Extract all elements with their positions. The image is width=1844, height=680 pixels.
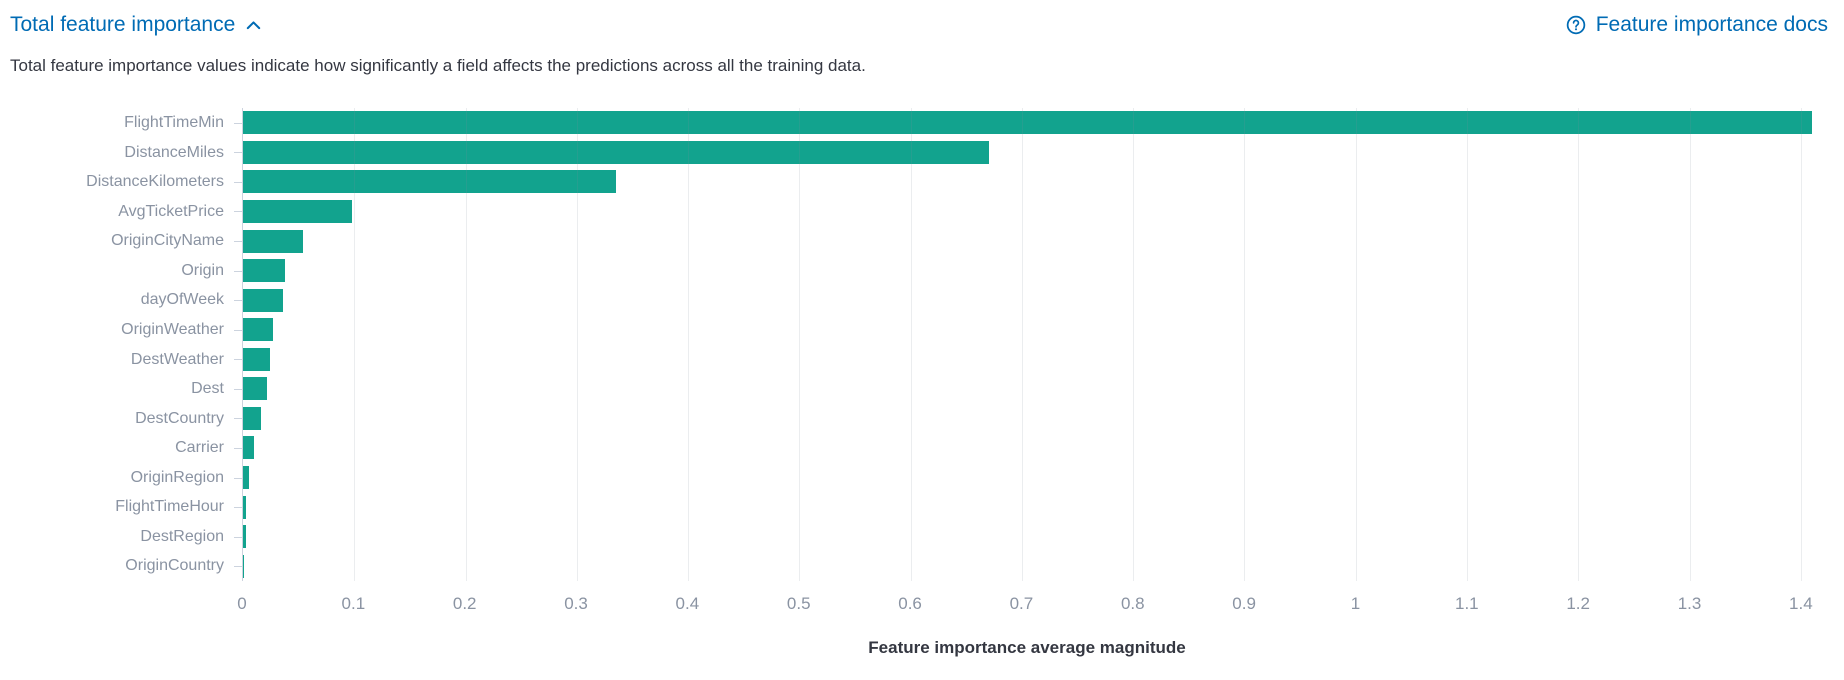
y-axis-tick	[234, 329, 242, 331]
x-axis-tick-label: 1	[1350, 594, 1361, 613]
x-axis: 0 0.1 0.2 0.3 0.4 0.5 0.6 0.7 0.8 0.9 1 1.1 1.2 1.3 1.…	[237, 594, 1813, 620]
y-axis-tick	[234, 300, 242, 302]
chart-bar[interactable]	[243, 347, 270, 371]
x-axis-tick-label: 0.9	[1232, 594, 1256, 613]
y-axis-label: OriginWeather	[121, 320, 224, 338]
panel-description: Total feature importance values indicate…	[10, 56, 866, 75]
chart-bar[interactable]	[243, 229, 304, 253]
x-axis-title: Feature importance average magnitude	[868, 638, 1186, 657]
chart-bar[interactable]	[243, 436, 255, 460]
feature-importance-bar-chart: FlightTimeMin DistanceMiles DistanceKilome…	[10, 108, 1828, 670]
x-axis-tick-label: 0.5	[786, 594, 811, 613]
chart-bar[interactable]	[243, 554, 244, 578]
y-axis-label: FlightTimeHour	[115, 498, 224, 516]
y-axis-tick	[234, 359, 242, 361]
y-axis-tick	[234, 418, 242, 420]
x-axis-tick-label: 0.1	[341, 594, 366, 613]
docs-link-label: Feature importance docs	[1595, 13, 1828, 36]
y-axis-tick	[234, 536, 242, 538]
chart-bar[interactable]	[243, 466, 249, 490]
y-axis-label: Dest	[191, 380, 224, 398]
chart-bar[interactable]	[243, 140, 989, 164]
x-axis-tick-label: 0.4	[675, 594, 700, 613]
x-axis-tick-label: 0.8	[1120, 594, 1145, 613]
help-circle-icon	[1565, 14, 1587, 36]
y-axis-label: OriginCityName	[111, 232, 224, 250]
gridline	[688, 108, 690, 581]
y-axis-label: OriginRegion	[130, 468, 224, 486]
gridline	[910, 108, 912, 581]
y-axis: FlightTimeMin DistanceMiles DistanceKilome…	[10, 108, 242, 581]
gridline	[576, 108, 578, 581]
y-axis-tick	[234, 241, 242, 243]
chart-bar[interactable]	[243, 288, 284, 312]
y-axis-label: DistanceKilometers	[86, 173, 224, 191]
y-axis-tick	[234, 447, 242, 449]
y-axis-tick	[234, 122, 242, 124]
gridline	[1133, 108, 1135, 581]
y-axis-label: Origin	[181, 261, 224, 279]
gridline	[1467, 108, 1469, 581]
x-axis-tick-label: 0.3	[564, 594, 588, 613]
panel-header: Total feature importance Feature importa…	[10, 8, 1828, 42]
chart-bar[interactable]	[243, 495, 247, 519]
gridline	[465, 108, 467, 581]
chart-bar[interactable]	[243, 170, 616, 194]
chart-bar[interactable]	[243, 111, 1812, 135]
y-axis-label: DistanceMiles	[124, 143, 224, 161]
x-axis-tick-label: 0.7	[1009, 594, 1034, 613]
x-axis-tick-label: 1.3	[1677, 594, 1702, 613]
x-axis-tick-label: 1.4	[1789, 594, 1813, 613]
section-title: Total feature importance	[10, 13, 236, 36]
y-axis-label: DestWeather	[130, 350, 224, 368]
y-axis-label: DestRegion	[140, 527, 224, 545]
gridline	[1578, 108, 1580, 581]
gridline	[799, 108, 801, 581]
y-axis-label: AvgTicketPrice	[118, 202, 224, 220]
chart-bar[interactable]	[243, 377, 268, 401]
x-axis-tick-label: 0	[237, 594, 247, 613]
y-axis-label: OriginCountry	[125, 557, 224, 575]
gridline	[354, 108, 356, 581]
y-axis-tick	[234, 507, 242, 509]
y-axis-label: DestCountry	[135, 409, 224, 427]
chart-bar[interactable]	[243, 318, 274, 342]
gridline	[1355, 108, 1357, 581]
chart-bar[interactable]	[243, 199, 353, 223]
chart-bar[interactable]	[243, 259, 286, 283]
gridline	[1689, 108, 1691, 581]
feature-importance-docs-link[interactable]: Feature importance docs	[1565, 13, 1828, 37]
y-axis-label: Carrier	[175, 439, 224, 457]
y-axis-tick	[234, 566, 242, 568]
y-axis-tick	[234, 181, 242, 183]
y-axis-label: dayOfWeek	[140, 291, 224, 309]
y-axis-tick	[234, 388, 242, 390]
y-axis-tick	[234, 477, 242, 479]
y-axis-tick	[234, 211, 242, 213]
x-axis-tick-label: 1.2	[1566, 594, 1590, 613]
x-axis-tick-label: 1.1	[1454, 594, 1479, 613]
section-collapse-toggle[interactable]: Total feature importance	[10, 13, 263, 37]
y-axis-tick	[234, 152, 242, 154]
gridline	[1244, 108, 1246, 581]
chevron-up-icon	[244, 16, 263, 35]
chart-bar[interactable]	[243, 525, 246, 549]
plot-area	[242, 108, 1812, 581]
x-axis-tick-label: 0.2	[452, 594, 477, 613]
chart-bar[interactable]	[243, 406, 261, 430]
y-axis-tick	[234, 270, 242, 272]
gridline	[1021, 108, 1023, 581]
y-axis-label: FlightTimeMin	[124, 114, 224, 131]
x-axis-tick-label: 0.6	[898, 594, 922, 613]
gridline	[1800, 108, 1802, 581]
